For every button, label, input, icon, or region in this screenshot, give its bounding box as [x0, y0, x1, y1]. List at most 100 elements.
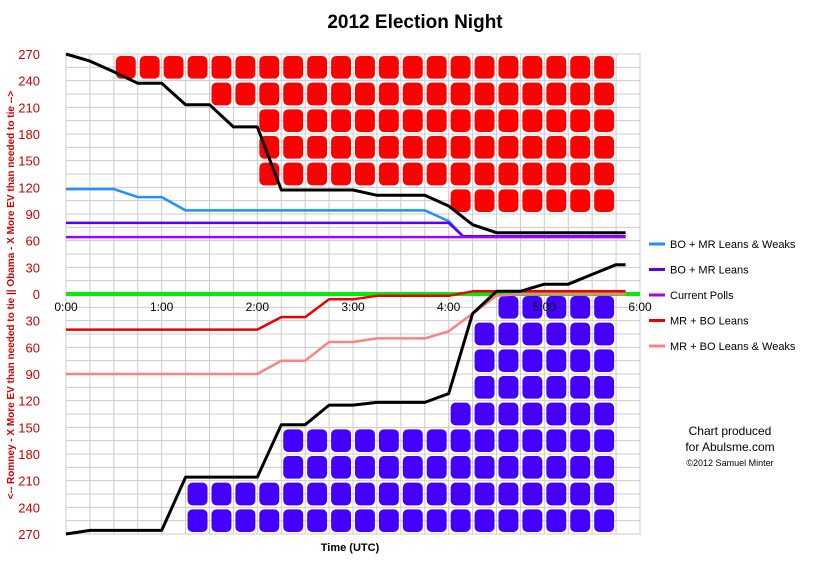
obama-block	[498, 322, 519, 346]
romney-block	[402, 136, 423, 159]
romney-block	[474, 189, 495, 212]
obama-block	[594, 296, 615, 319]
obama-block	[546, 456, 567, 479]
romney-block	[474, 82, 495, 106]
series-line-bo-mr-leans-weaks	[66, 187, 626, 238]
obama-block	[546, 349, 567, 372]
y-tick-label: 180	[18, 127, 40, 142]
romney-block	[498, 56, 519, 79]
romney-block	[378, 162, 399, 186]
obama-block	[594, 402, 615, 426]
romney-block	[283, 136, 304, 159]
legend-label: BO + MR Leans & Weaks	[670, 239, 796, 251]
y-tick-label: 210	[18, 474, 40, 489]
credit-line-3: ©2012 Samuel Minter	[686, 458, 773, 468]
romney-block	[450, 136, 471, 159]
y-tick-label: 240	[18, 74, 40, 89]
x-tick-label: 2:00	[246, 300, 270, 314]
romney-block	[450, 189, 471, 212]
obama-block	[522, 429, 543, 452]
romney-block	[570, 162, 591, 186]
romney-block	[259, 82, 280, 106]
obama-block	[546, 296, 567, 319]
romney-block	[235, 82, 256, 106]
obama-block	[498, 376, 519, 399]
obama-block	[474, 402, 495, 426]
romney-block	[594, 56, 615, 79]
romney-block	[211, 56, 232, 79]
obama-block	[331, 456, 351, 479]
romney-block	[522, 136, 543, 159]
romney-block	[522, 189, 543, 212]
obama-block	[594, 376, 615, 399]
romney-block	[355, 56, 375, 79]
romney-block	[426, 136, 447, 159]
romney-block	[546, 189, 567, 212]
x-tick-label: 0:00	[54, 300, 78, 314]
romney-block	[378, 136, 399, 159]
obama-block	[426, 482, 447, 506]
romney-block	[378, 109, 399, 132]
y-tick-label: 30	[26, 314, 40, 329]
romney-block	[426, 109, 447, 132]
obama-block	[570, 349, 591, 372]
romney-block	[474, 136, 495, 159]
obama-block	[522, 509, 543, 532]
obama-block	[546, 509, 567, 532]
obama-block	[546, 429, 567, 452]
romney-block	[546, 109, 567, 132]
obama-block	[546, 376, 567, 399]
romney-block	[546, 56, 567, 79]
obama-block	[378, 429, 399, 452]
y-tick-label: 270	[18, 47, 40, 62]
obama-block	[546, 322, 567, 346]
legend-label: MR + BO Leans	[670, 316, 749, 328]
x-tick-label: 1:00	[150, 300, 174, 314]
romney-block	[355, 136, 375, 159]
obama-block	[474, 509, 495, 532]
obama-block	[307, 482, 328, 506]
obama-block	[355, 429, 375, 452]
series-line-mr-bo-leans-weaks	[66, 292, 626, 376]
obama-block	[522, 402, 543, 426]
obama-block	[570, 322, 591, 346]
romney-block	[594, 109, 615, 132]
obama-block	[402, 456, 423, 479]
obama-block	[546, 482, 567, 506]
obama-block	[594, 456, 615, 479]
romney-block	[546, 162, 567, 186]
romney-block	[546, 136, 567, 159]
romney-block	[259, 109, 280, 132]
series-line-current-obama-	[65, 263, 626, 536]
obama-block	[522, 482, 543, 506]
obama-block	[474, 456, 495, 479]
y-tick-label: 60	[26, 340, 40, 355]
romney-block	[522, 82, 543, 106]
obama-block	[474, 482, 495, 506]
obama-block	[378, 482, 399, 506]
romney-block	[378, 56, 399, 79]
romney-block	[187, 56, 208, 79]
romney-block	[594, 136, 615, 159]
romney-block	[307, 82, 328, 106]
obama-block	[498, 456, 519, 479]
credit-line-2: for Abulsme.com	[685, 440, 774, 454]
obama-block	[402, 482, 423, 506]
romney-block	[331, 56, 351, 79]
romney-block	[474, 162, 495, 186]
romney-block	[331, 162, 351, 186]
obama-block	[570, 509, 591, 532]
obama-block	[450, 482, 471, 506]
obama-block	[426, 509, 447, 532]
romney-block	[115, 56, 136, 79]
obama-block	[522, 296, 543, 319]
romney-block	[594, 82, 615, 106]
romney-block	[522, 56, 543, 79]
obama-block	[450, 402, 471, 426]
obama-block	[283, 429, 304, 452]
romney-block	[450, 82, 471, 106]
legend-label: BO + MR Leans	[670, 265, 749, 277]
obama-block	[450, 456, 471, 479]
obama-block	[283, 482, 304, 506]
romney-block	[402, 56, 423, 79]
